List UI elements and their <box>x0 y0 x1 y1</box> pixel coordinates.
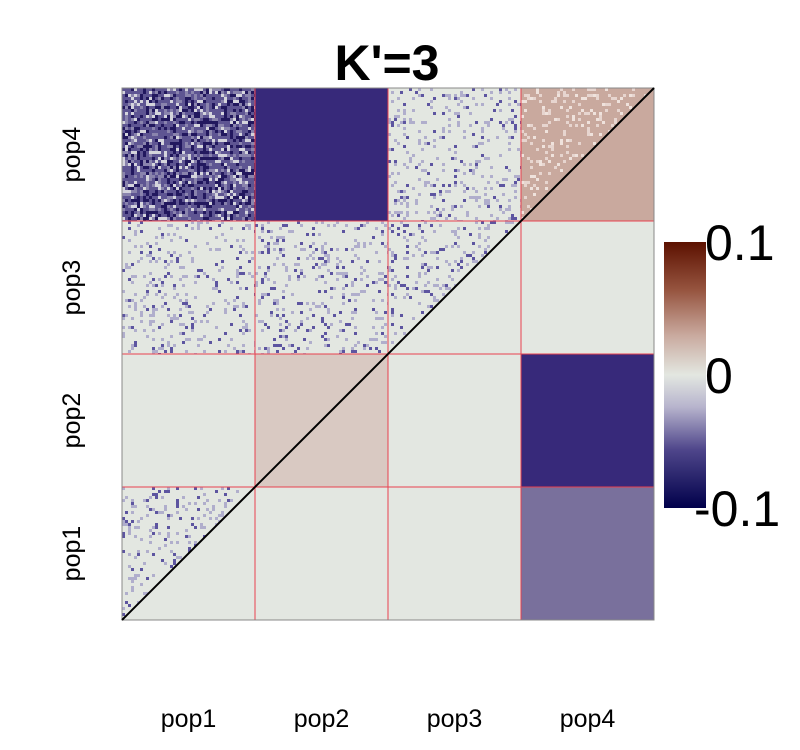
noise-mid <box>388 88 523 223</box>
y-tick-label-pop2: pop2 <box>58 393 86 449</box>
noise-mid <box>122 221 257 356</box>
chart-title: K'=3 <box>334 35 439 91</box>
lower-block-pop2-pop1 <box>122 354 255 487</box>
x-tick-label-pop3: pop3 <box>427 705 483 733</box>
plot-border <box>121 87 655 621</box>
y-tick-label-pop3: pop3 <box>58 260 86 316</box>
lower-block-base <box>255 88 388 221</box>
lower-block-base <box>122 221 255 354</box>
colorbar-gradient <box>664 242 706 508</box>
noise-mid <box>255 221 390 356</box>
upper-block-pop3-pop4 <box>521 221 654 354</box>
noise-mid <box>122 88 257 223</box>
colorbar-tick-label-0: 0 <box>705 348 733 404</box>
y-tick-label-pop1: pop1 <box>58 526 86 582</box>
colorbar-tick-label-0.1: 0.1 <box>705 215 775 271</box>
lower-block-pop4-pop1 <box>122 88 257 223</box>
lower-block-pop3-pop2 <box>255 221 390 356</box>
x-axis-tick-labels: pop1 pop2 pop3 pop4 <box>161 705 616 733</box>
upper-block-pop1-pop2 <box>255 487 388 620</box>
lower-block-pop4-pop2 <box>255 88 388 221</box>
noise-dark <box>122 88 257 223</box>
upper-block-pop1-pop3 <box>388 487 521 620</box>
y-axis-tick-labels: pop1 pop2 pop3 pop4 <box>58 127 86 582</box>
lower-block-base <box>122 354 255 487</box>
x-tick-label-pop4: pop4 <box>560 705 616 733</box>
upper-block-pop2-pop4 <box>521 354 654 487</box>
noise-mid <box>388 221 523 356</box>
colorbar: 0.1 0 -0.1 <box>664 215 780 537</box>
upper-block-pop1-pop4 <box>521 487 654 620</box>
heatmap-cells <box>122 88 654 620</box>
lower-block-base <box>388 88 521 221</box>
upper-block-pop2-pop3 <box>388 354 521 487</box>
y-tick-label-pop4: pop4 <box>58 127 86 183</box>
lower-block-pop4-pop3 <box>388 88 523 223</box>
noise-light <box>122 88 257 223</box>
diagonal-line-group <box>121 87 655 621</box>
x-tick-label-pop1: pop1 <box>161 705 217 733</box>
lower-block-pop3-pop1 <box>122 221 257 356</box>
x-tick-label-pop2: pop2 <box>294 705 350 733</box>
colorbar-tick-label--0.1: -0.1 <box>694 481 780 537</box>
noise-dark <box>122 221 257 356</box>
diagonal-line <box>121 87 655 621</box>
